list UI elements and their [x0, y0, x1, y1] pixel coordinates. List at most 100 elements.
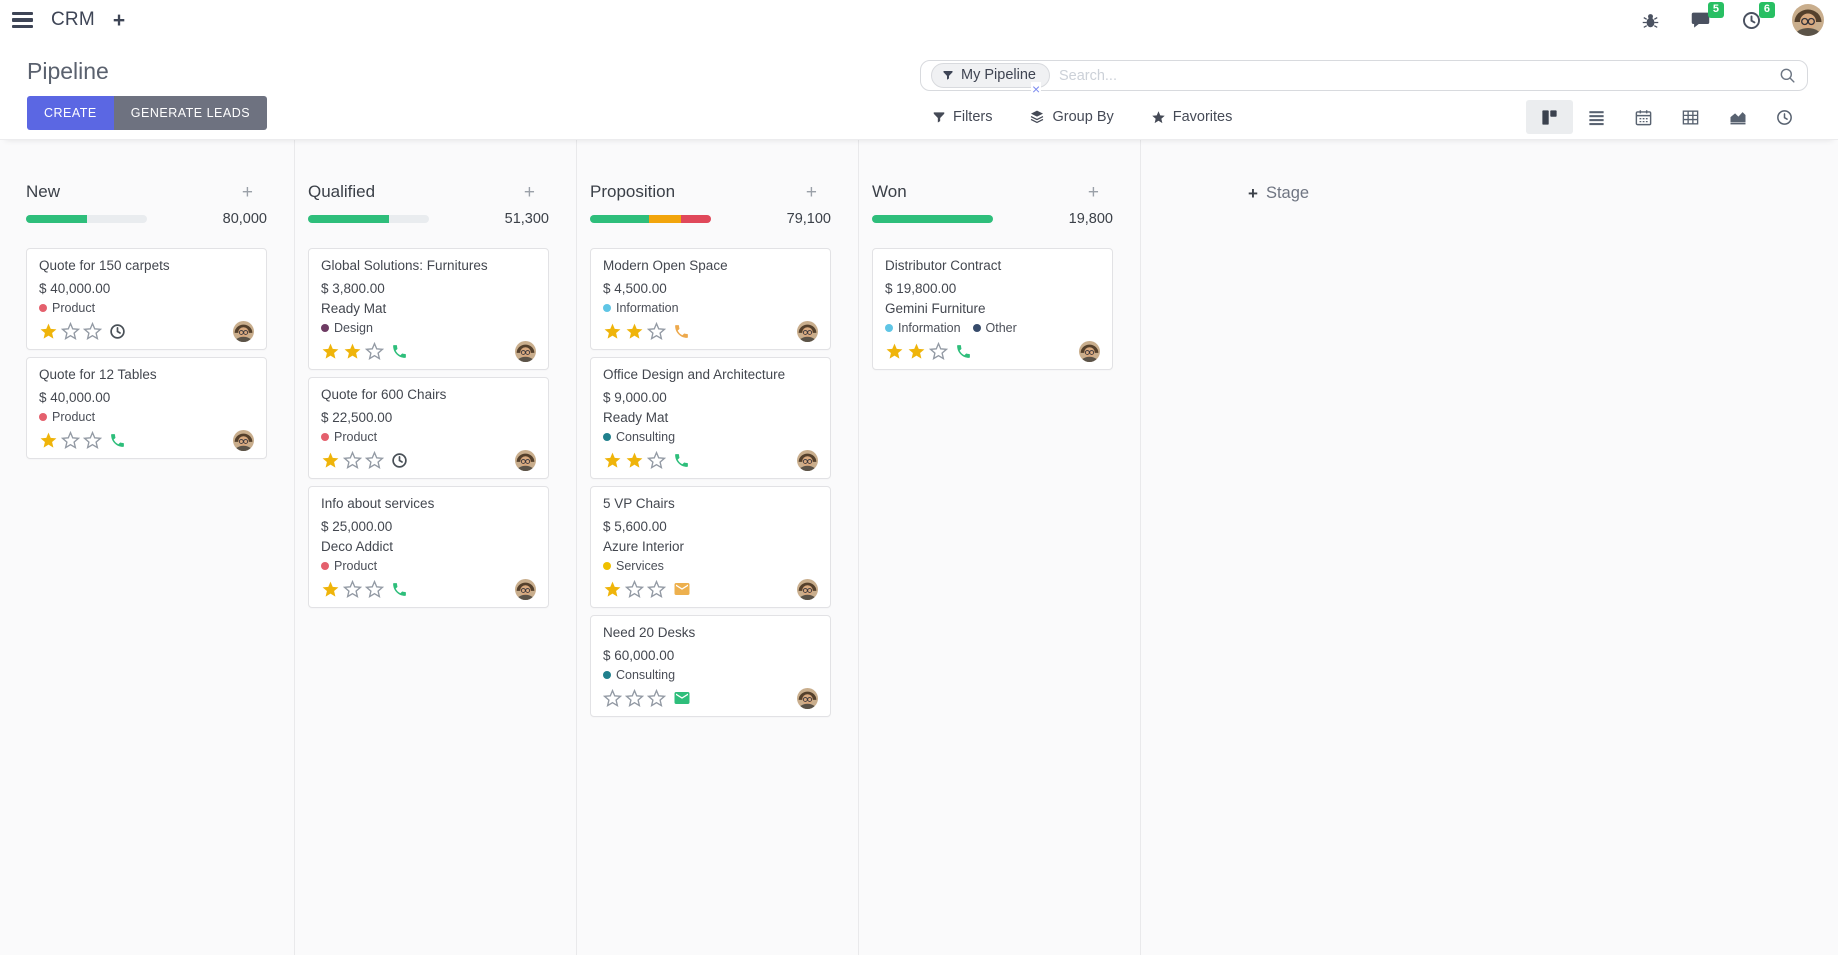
kanban-view-button[interactable] — [1526, 100, 1573, 134]
salesperson-avatar[interactable] — [515, 340, 536, 362]
envelope-activity-icon[interactable] — [673, 689, 691, 707]
favorites-menu[interactable]: Favorites — [1151, 109, 1232, 125]
stage-progressbar[interactable] — [26, 215, 147, 223]
stage-title[interactable]: New — [26, 182, 61, 201]
stage-progressbar[interactable] — [872, 215, 993, 223]
salesperson-avatar[interactable] — [1079, 340, 1100, 362]
phone-activity-icon[interactable] — [391, 581, 408, 598]
filters-menu[interactable]: Filters — [932, 109, 992, 125]
activity-view-button[interactable] — [1761, 100, 1808, 134]
star-empty-icon[interactable] — [647, 450, 666, 470]
opportunity-card[interactable]: 5 VP Chairs $ 5,600.00 Azure Interior Se… — [590, 485, 831, 608]
salesperson-avatar[interactable] — [515, 578, 536, 600]
star-filled-icon[interactable] — [321, 342, 340, 361]
stage-title[interactable]: Qualified — [308, 182, 376, 201]
star-empty-icon[interactable] — [603, 688, 622, 708]
opportunity-card[interactable]: Need 20 Desks $ 60,000.00 Consulting — [590, 614, 831, 717]
add-record-button[interactable]: + — [1087, 181, 1099, 203]
star-empty-icon[interactable] — [343, 579, 362, 599]
opportunity-card[interactable]: Distributor Contract $ 19,800.00 Gemini … — [872, 248, 1113, 370]
opportunity-card[interactable]: Office Design and Architecture $ 9,000.0… — [590, 356, 831, 479]
star-filled-icon[interactable] — [343, 342, 362, 361]
opportunity-card[interactable]: Quote for 600 Chairs $ 22,500.00 Product — [308, 376, 549, 479]
activities-clock-icon[interactable]: 6 — [1741, 1, 1775, 31]
salesperson-avatar[interactable] — [515, 449, 536, 471]
salesperson-avatar[interactable] — [233, 429, 254, 451]
group-by-menu[interactable]: Group By — [1029, 109, 1114, 125]
apps-menu-icon[interactable] — [8, 8, 37, 32]
add-tab-icon[interactable]: + — [112, 8, 126, 32]
star-filled-icon[interactable] — [625, 322, 644, 341]
star-filled-icon[interactable] — [603, 322, 622, 341]
search-icon[interactable] — [1778, 66, 1797, 85]
search-bar[interactable]: My Pipeline × — [920, 60, 1808, 96]
opportunity-card[interactable]: Global Solutions: Furnitures $ 3,800.00 … — [308, 248, 549, 370]
opportunity-card[interactable]: Quote for 150 carpets $ 40,000.00 Produc… — [26, 248, 267, 350]
salesperson-avatar[interactable] — [797, 578, 818, 600]
star-empty-icon[interactable] — [647, 688, 666, 708]
salesperson-avatar[interactable] — [797, 687, 818, 709]
star-empty-icon[interactable] — [365, 450, 384, 470]
star-empty-icon[interactable] — [647, 579, 666, 599]
add-stage-button[interactable]: + Stage — [1248, 184, 1310, 203]
search-facet-my-pipeline[interactable]: My Pipeline — [931, 63, 1050, 88]
phone-activity-icon[interactable] — [673, 323, 690, 340]
salesperson-avatar[interactable] — [797, 320, 818, 342]
envelope-activity-icon[interactable] — [673, 580, 691, 598]
pivot-view-button[interactable] — [1667, 100, 1714, 134]
add-record-button[interactable]: + — [805, 181, 817, 203]
salesperson-avatar[interactable] — [233, 320, 254, 342]
phone-activity-icon[interactable] — [391, 343, 408, 360]
progress-segment[interactable] — [590, 215, 650, 223]
star-empty-icon[interactable] — [83, 430, 102, 450]
list-view-button[interactable] — [1573, 100, 1620, 134]
star-filled-icon[interactable] — [603, 451, 622, 470]
phone-activity-icon[interactable] — [955, 343, 972, 360]
stage-title[interactable]: Won — [872, 182, 907, 201]
progress-segment[interactable] — [680, 215, 711, 223]
progress-segment[interactable] — [26, 215, 87, 223]
add-record-button[interactable]: + — [523, 181, 535, 203]
app-name[interactable]: CRM — [51, 9, 95, 30]
search-input[interactable] — [1058, 67, 1778, 84]
stage-progressbar[interactable] — [308, 215, 429, 223]
progress-segment[interactable] — [872, 215, 993, 223]
star-filled-icon[interactable] — [321, 580, 340, 599]
phone-activity-icon[interactable] — [673, 452, 690, 469]
star-empty-icon[interactable] — [625, 579, 644, 599]
opportunity-card[interactable]: Info about services $ 25,000.00 Deco Add… — [308, 485, 549, 608]
debug-bug-icon[interactable] — [1641, 11, 1660, 30]
opportunity-card[interactable]: Modern Open Space $ 4,500.00 Information — [590, 248, 831, 350]
star-empty-icon[interactable] — [625, 688, 644, 708]
stage-progressbar[interactable] — [590, 215, 711, 223]
create-button[interactable]: CREATE — [27, 96, 114, 130]
star-filled-icon[interactable] — [321, 451, 340, 470]
star-empty-icon[interactable] — [83, 321, 102, 341]
graph-view-button[interactable] — [1714, 100, 1761, 134]
calendar-view-button[interactable] — [1620, 100, 1667, 134]
clock-activity-icon[interactable] — [109, 323, 126, 340]
progress-segment[interactable] — [308, 215, 390, 223]
facet-remove-icon[interactable]: × — [1031, 81, 1042, 97]
clock-activity-icon[interactable] — [391, 452, 408, 469]
stage-title[interactable]: Proposition — [590, 182, 676, 201]
star-empty-icon[interactable] — [647, 321, 666, 341]
star-filled-icon[interactable] — [907, 342, 926, 361]
star-filled-icon[interactable] — [625, 451, 644, 470]
star-empty-icon[interactable] — [343, 450, 362, 470]
star-empty-icon[interactable] — [61, 430, 80, 450]
star-empty-icon[interactable] — [929, 341, 948, 361]
messages-icon[interactable]: 5 — [1690, 1, 1724, 31]
star-empty-icon[interactable] — [61, 321, 80, 341]
star-filled-icon[interactable] — [603, 580, 622, 599]
star-empty-icon[interactable] — [365, 341, 384, 361]
opportunity-card[interactable]: Quote for 12 Tables $ 40,000.00 Product — [26, 356, 267, 459]
star-filled-icon[interactable] — [39, 322, 58, 341]
generate-leads-button[interactable]: GENERATE LEADS — [113, 96, 268, 130]
star-filled-icon[interactable] — [39, 431, 58, 450]
phone-activity-icon[interactable] — [109, 432, 126, 449]
add-record-button[interactable]: + — [241, 181, 253, 203]
star-empty-icon[interactable] — [365, 579, 384, 599]
salesperson-avatar[interactable] — [797, 449, 818, 471]
user-avatar[interactable] — [1792, 4, 1824, 36]
